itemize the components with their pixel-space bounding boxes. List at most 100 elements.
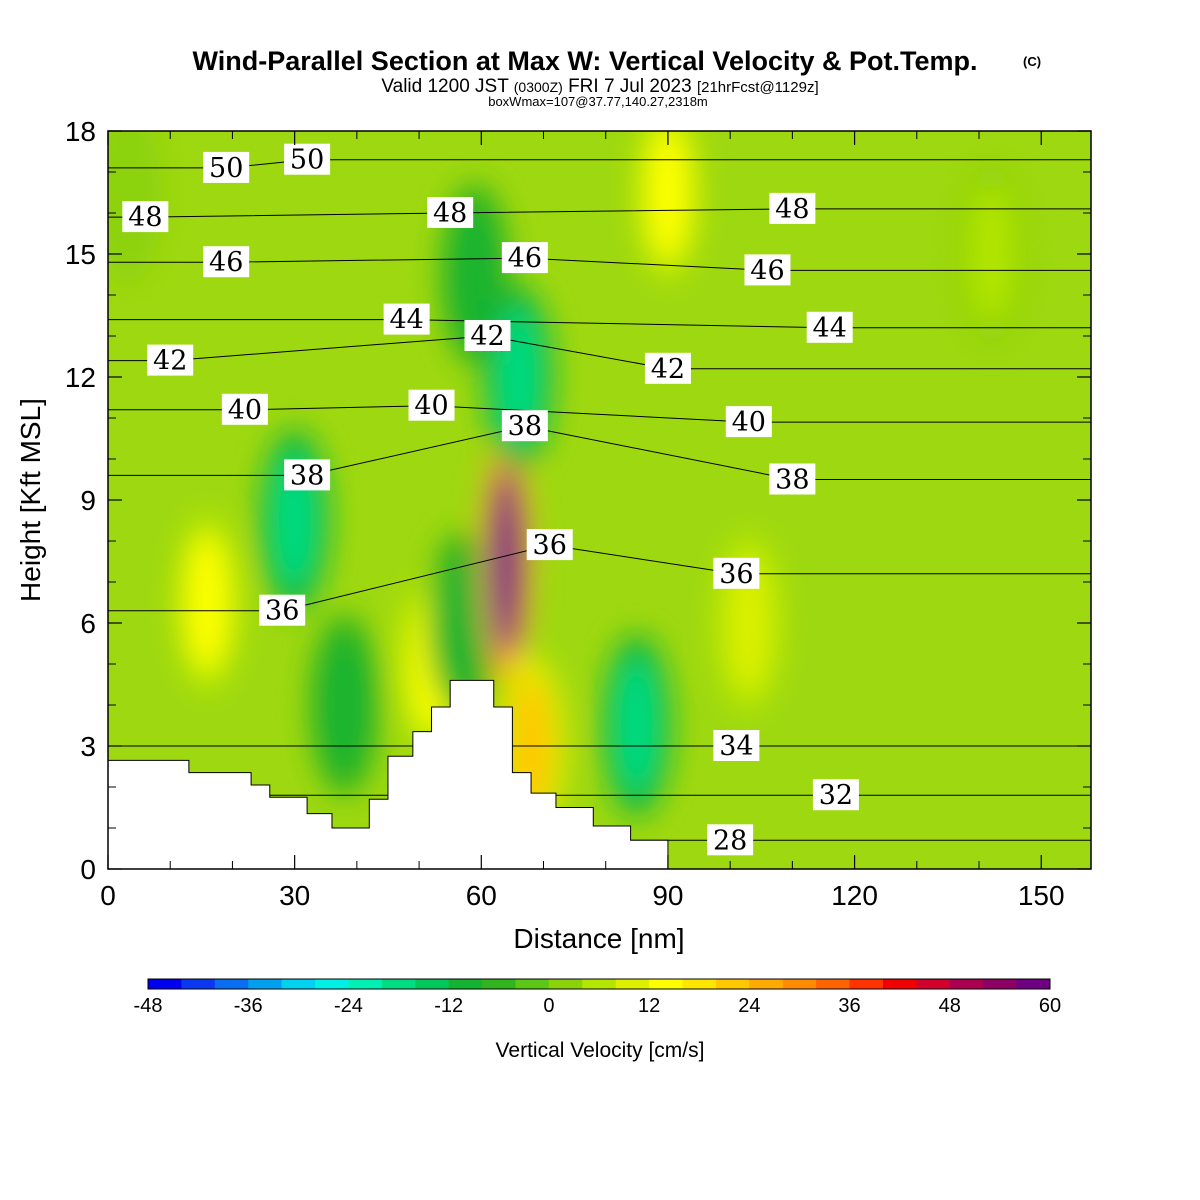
y-tick-label: 12 xyxy=(65,362,96,393)
contour-label-text: 38 xyxy=(508,411,542,442)
x-tick-label: 120 xyxy=(831,880,878,911)
contour-line xyxy=(108,159,1091,169)
contour-label-text: 48 xyxy=(128,202,162,233)
colorbar-tick-label: -24 xyxy=(334,995,363,1017)
contour-label-box xyxy=(812,779,859,811)
contour-label: 42 xyxy=(464,320,511,352)
contour-label-box xyxy=(806,311,853,343)
y-tick-label: 18 xyxy=(65,116,96,147)
contour-label: 46 xyxy=(744,254,791,286)
colorbar-swatch xyxy=(515,979,550,989)
x-tick-label: 150 xyxy=(1018,880,1065,911)
contour-label-box xyxy=(526,529,573,561)
contour-label-text: 42 xyxy=(153,346,187,377)
contour-label-text: 44 xyxy=(813,313,847,344)
subtitle-forecast: [21hrFcst@1129z] xyxy=(697,79,819,96)
contour-label: 48 xyxy=(769,192,816,225)
colorbar-swatch xyxy=(181,979,216,989)
colorbar-tick-label: 12 xyxy=(638,995,660,1017)
contour-label-box xyxy=(122,201,169,233)
colorbar-swatch xyxy=(949,979,984,989)
contour-label-box xyxy=(408,389,455,421)
field-background xyxy=(108,131,1091,869)
contour-label-text: 40 xyxy=(732,407,766,438)
contour-label: 40 xyxy=(221,393,268,426)
colorbar-swatch xyxy=(615,979,650,989)
contour-label: 48 xyxy=(427,197,474,229)
plot-area xyxy=(108,131,1091,869)
contour-label-box xyxy=(725,406,772,438)
contour-label-box xyxy=(464,320,511,351)
subtitle-valid: Valid 1200 JST xyxy=(381,76,509,97)
contour-label: 40 xyxy=(408,389,455,422)
contour-label-box xyxy=(501,410,548,442)
colorbar-swatch xyxy=(715,979,750,989)
contour-label: 38 xyxy=(284,459,331,491)
y-tick-label: 6 xyxy=(80,608,96,639)
colorbar-swatch xyxy=(682,979,717,989)
contour-label-text: 46 xyxy=(508,243,542,274)
velocity-cell xyxy=(108,131,149,263)
contour-label: 46 xyxy=(501,242,548,274)
colorbar-swatch xyxy=(214,979,249,989)
colorbar-tick-label: -12 xyxy=(434,995,463,1017)
contour-label: 34 xyxy=(713,730,760,762)
contour-label-text: 46 xyxy=(209,247,243,278)
colorbar-tick-label: -48 xyxy=(134,995,163,1017)
velocity-cell xyxy=(453,204,498,345)
chart-title: Wind-Parallel Section at Max W: Vertical… xyxy=(193,46,978,76)
contour-label: 28 xyxy=(707,824,754,856)
y-tick-label: 15 xyxy=(65,239,96,270)
colorbar-tick-label: -36 xyxy=(234,995,263,1017)
contour-label-text: 48 xyxy=(433,198,467,229)
colorbar-tick-label: 24 xyxy=(738,995,760,1017)
colorbar-swatch xyxy=(315,979,349,989)
contour-label-text: 28 xyxy=(713,825,747,856)
contour-label: 42 xyxy=(147,344,194,377)
y-tick-label: 9 xyxy=(80,485,96,516)
contour-label-box xyxy=(383,303,430,335)
colorbar-swatch xyxy=(448,979,483,989)
contour-label: 36 xyxy=(713,557,760,590)
contour-label-box xyxy=(203,246,250,278)
colorbar-swatch xyxy=(248,979,283,989)
contour-label-box xyxy=(427,197,474,228)
contour-label-text: 50 xyxy=(209,153,243,184)
contour-label-text: 32 xyxy=(819,780,853,811)
velocity-cell xyxy=(969,184,1014,324)
contour-label-text: 36 xyxy=(533,530,567,561)
colorbar-swatch xyxy=(749,979,784,989)
subtitle-utc: (0300Z) xyxy=(514,79,563,95)
contour-label-box xyxy=(147,344,194,376)
colorbar-tick-label: 36 xyxy=(838,995,860,1017)
chart-subtitle: Valid 1200 JST (0300Z) FRI 7 Jul 2023 [2… xyxy=(381,76,818,97)
velocity-cell xyxy=(614,655,659,796)
contour-label: 46 xyxy=(203,246,250,278)
contour-label-text: 36 xyxy=(719,559,753,590)
colorbar-tick-label: 60 xyxy=(1039,995,1061,1017)
colorbar-swatch xyxy=(381,979,416,989)
colorbar-swatch xyxy=(983,979,1018,989)
velocity-cell xyxy=(185,532,230,673)
contour-label-text: 34 xyxy=(719,731,753,762)
contour-label-text: 42 xyxy=(470,321,504,352)
contour-label-box xyxy=(769,463,816,495)
contour-label: 32 xyxy=(812,779,859,811)
contour-label: 36 xyxy=(526,529,573,561)
colorbar-label: Vertical Velocity [cm/s] xyxy=(496,1039,705,1062)
contour-label-text: 44 xyxy=(389,305,423,336)
colorbar-swatch xyxy=(348,979,383,989)
colorbar-swatch xyxy=(849,979,884,989)
contour-label: 44 xyxy=(806,311,853,344)
contour-label: 42 xyxy=(644,352,691,385)
contour-label: 36 xyxy=(259,594,306,627)
velocity-cell xyxy=(440,553,485,693)
contour-label-box xyxy=(744,254,791,286)
contour-label-text: 50 xyxy=(290,145,324,176)
contour-label-text: 38 xyxy=(775,465,809,496)
contour-label-box xyxy=(713,730,760,761)
contour-label-box xyxy=(284,459,331,491)
velocity-cell xyxy=(322,635,367,775)
